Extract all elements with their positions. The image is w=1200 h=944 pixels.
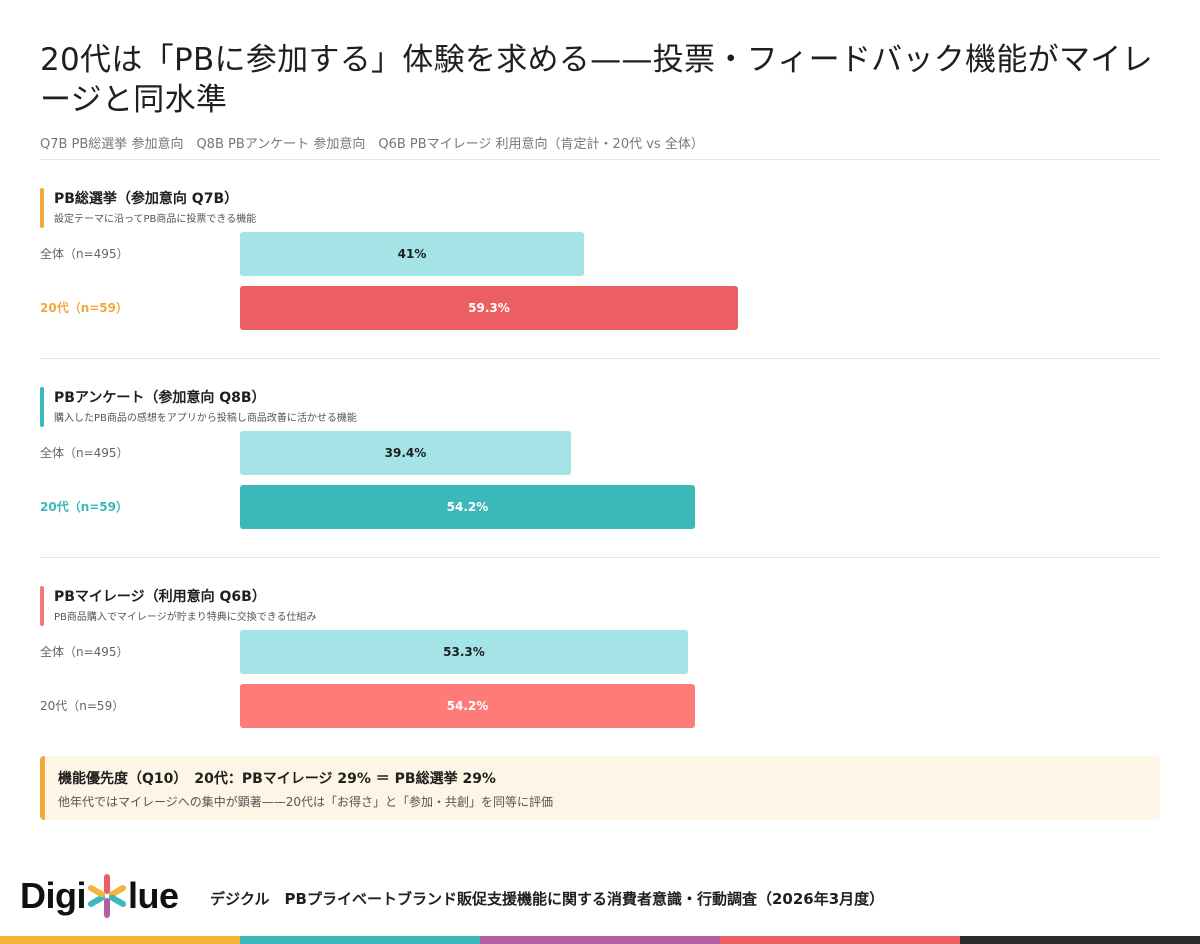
section-accent-bar [40, 387, 44, 427]
bar-value-label: 41% [397, 247, 427, 261]
header-divider [40, 159, 1160, 160]
bar: 41% [240, 232, 584, 276]
footer-caption: デジクル PBプライベートブランド販促支援機能に関する消費者意識・行動調査（20… [210, 890, 885, 908]
bar-category-label: 20代（n=59） [40, 301, 128, 315]
bar-value-label: 39.4% [384, 446, 427, 460]
logo-text-right: lue [128, 875, 179, 916]
page-title: 20代は「PBに参加する」体験を求める——投票・フィードバック機能がマイレージと… [40, 42, 1153, 118]
bar-category-label: 全体（n=495） [40, 446, 129, 460]
section-description: PB商品購入でマイレージが貯まり特典に交換できる仕組み [54, 612, 317, 623]
bar-value-label: 53.3% [443, 645, 485, 659]
note-text: 他年代ではマイレージへの集中が顕著——20代は「お得さ」と「参加・共創」を同等に… [58, 795, 554, 809]
section-divider [40, 557, 1160, 558]
section-description: 設定テーマに沿ってPB商品に投票できる機能 [54, 214, 257, 225]
stripe-segment [480, 936, 720, 944]
stripe-segment [960, 936, 1200, 944]
asterisk-star-icon [88, 874, 126, 918]
section-accent-bar [40, 188, 44, 228]
page-subtitle: Q7B PB総選挙 参加意向 Q8B PBアンケート 参加意向 Q6B PBマイ… [40, 137, 704, 152]
chart-section: PBマイレージ（利用意向 Q6B） PB商品購入でマイレージが貯まり特典に交換でき… [40, 558, 1160, 728]
section-title: PBマイレージ（利用意向 Q6B） [54, 589, 266, 605]
bar: 59.3% [240, 286, 738, 330]
section-accent-bar [40, 586, 44, 626]
priority-note: 機能優先度（Q10） 20代：PBマイレージ 29% ＝ PB総選挙 29% 他… [40, 756, 1160, 820]
chart-section: PB総選挙（参加意向 Q7B） 設定テーマに沿ってPB商品に投票できる機能全体（n… [40, 160, 1160, 359]
section-title: PBアンケート（参加意向 Q8B） [54, 390, 266, 406]
stripe-segment [240, 936, 480, 944]
bar-value-label: 54.2% [446, 500, 489, 514]
bar-category-label: 20代（n=59） [40, 500, 128, 514]
footer-color-stripe [0, 936, 1200, 944]
note-accent-bar [40, 756, 45, 820]
bar: 53.3% [240, 630, 688, 674]
stripe-segment [0, 936, 240, 944]
bar-category-label: 全体（n=495） [40, 645, 129, 659]
digiclue-logo: Digi lue [20, 872, 179, 920]
note-title: 機能優先度（Q10） 20代：PBマイレージ 29% ＝ PB総選挙 29% [58, 771, 496, 787]
section-description: 購入したPB商品の感想をアプリから投稿し商品改善に活かせる機能 [54, 413, 357, 424]
bar: 39.4% [240, 431, 571, 475]
bar: 54.2% [240, 684, 695, 728]
logo-text-left: Digi [20, 875, 87, 916]
section-divider [40, 358, 1160, 359]
bar-value-label: 54.2% [446, 699, 489, 713]
bar-category-label: 全体（n=495） [40, 247, 129, 261]
stripe-segment [720, 936, 960, 944]
bar: 54.2% [240, 485, 695, 529]
bar-category-label: 20代（n=59） [40, 699, 125, 713]
bar-value-label: 59.3% [468, 301, 510, 315]
chart-section: PBアンケート（参加意向 Q8B） 購入したPB商品の感想をアプリから投稿し商品改… [40, 359, 1160, 558]
section-title: PB総選挙（参加意向 Q7B） [54, 191, 239, 207]
